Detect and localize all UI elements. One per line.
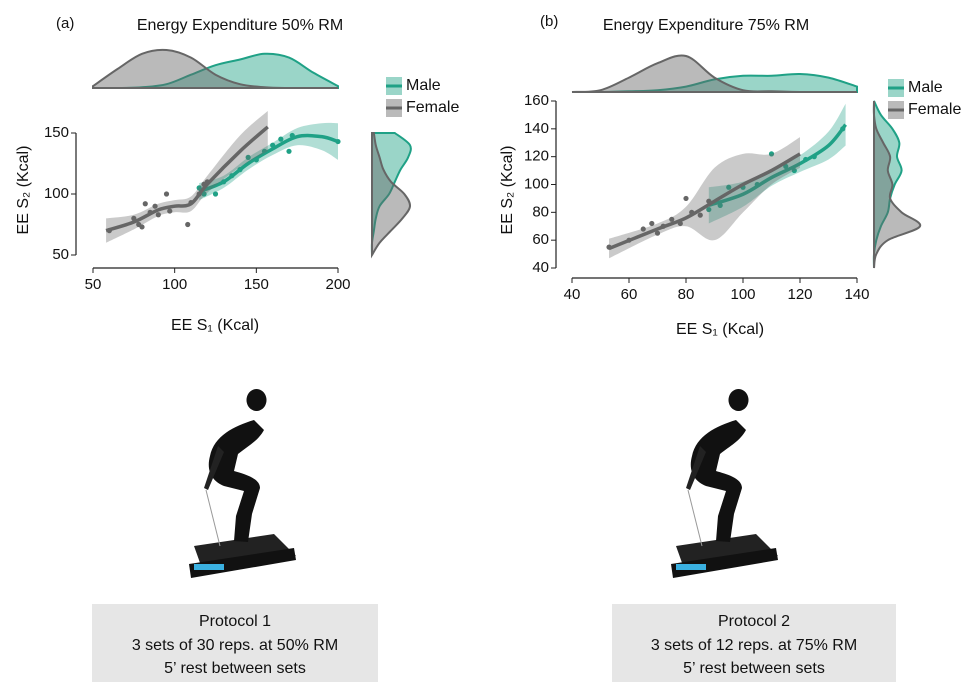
point: [245, 154, 251, 160]
y-tick-label: 60: [532, 231, 549, 248]
x-tick-label: 140: [844, 286, 869, 303]
point: [640, 226, 646, 232]
protocol-image: [188, 388, 297, 579]
chart-title: Energy Expenditure 75% RM: [603, 17, 809, 34]
point: [278, 136, 284, 142]
point: [185, 221, 191, 228]
y-tick-label: 40: [532, 259, 549, 276]
y-tick-label: 150: [44, 124, 69, 141]
y-tick-label: 100: [44, 185, 69, 202]
protocol-image: [670, 388, 779, 579]
protocol-line: 3 sets of 12 reps. at 75% RM: [651, 637, 857, 654]
fit-line: [708, 123, 847, 208]
legend-label: Male: [908, 79, 943, 96]
protocol-title: Protocol 2: [718, 613, 790, 630]
protocol-box: [612, 604, 896, 682]
x-density: [92, 48, 338, 90]
protocol-line: 5’ rest between sets: [683, 660, 825, 677]
point: [212, 191, 219, 197]
fit-line: [198, 133, 339, 194]
y-axis-label: EE S₂ (Kcal): [15, 146, 32, 235]
point: [286, 148, 292, 154]
point: [139, 224, 145, 230]
point: [167, 208, 173, 214]
x-tick-label: 40: [564, 286, 581, 303]
point: [196, 185, 202, 191]
point: [768, 151, 775, 157]
y-tick-label: 140: [524, 120, 549, 137]
protocol-line: 5’ rest between sets: [164, 660, 306, 677]
x-tick-label: 60: [621, 286, 638, 303]
x-axis-label: EE S₁ (Kcal): [171, 317, 259, 334]
y-tick-label: 50: [52, 246, 69, 263]
point: [726, 184, 732, 190]
legend-label: Female: [406, 99, 459, 116]
panel-label: (a): [56, 15, 74, 32]
protocol-title: Protocol 1: [199, 613, 271, 630]
point: [706, 206, 712, 213]
x-tick-label: 80: [678, 286, 695, 303]
point: [163, 191, 170, 197]
point: [683, 195, 689, 202]
point: [155, 212, 161, 218]
confidence-band: [609, 137, 800, 259]
y-tick-label: 120: [524, 148, 549, 165]
point: [142, 201, 148, 207]
protocol-line: 3 sets of 30 reps. at 50% RM: [132, 637, 338, 654]
fit-line: [105, 125, 269, 233]
point: [152, 203, 158, 209]
x-tick-label: 120: [787, 286, 812, 303]
y-tick-label: 100: [524, 175, 549, 192]
point: [669, 216, 675, 222]
y-density: [872, 100, 922, 269]
fit-line: [608, 152, 801, 251]
y-density: [872, 100, 903, 269]
legend-label: Male: [406, 77, 441, 94]
x-tick-label: 100: [730, 286, 755, 303]
point: [649, 220, 655, 227]
point: [697, 212, 703, 218]
protocol-box: [92, 604, 378, 682]
x-density: [571, 54, 857, 94]
x-tick-label: 50: [85, 276, 102, 293]
x-tick-label: 200: [325, 276, 350, 293]
chart-title: Energy Expenditure 50% RM: [137, 17, 343, 34]
legend-label: Female: [908, 101, 961, 118]
confidence-band: [199, 122, 338, 201]
y-tick-label: 80: [532, 203, 549, 220]
x-tick-label: 100: [162, 276, 187, 293]
point: [654, 230, 661, 236]
x-tick-label: 150: [244, 276, 269, 293]
point: [791, 167, 797, 174]
confidence-band: [106, 111, 268, 243]
point: [201, 191, 207, 197]
panel-label: (b): [540, 13, 558, 30]
x-axis-label: EE S₁ (Kcal): [676, 321, 764, 338]
y-tick-label: 160: [524, 92, 549, 109]
y-density: [371, 132, 412, 259]
y-axis-label: EE S₂ (Kcal): [499, 146, 516, 235]
